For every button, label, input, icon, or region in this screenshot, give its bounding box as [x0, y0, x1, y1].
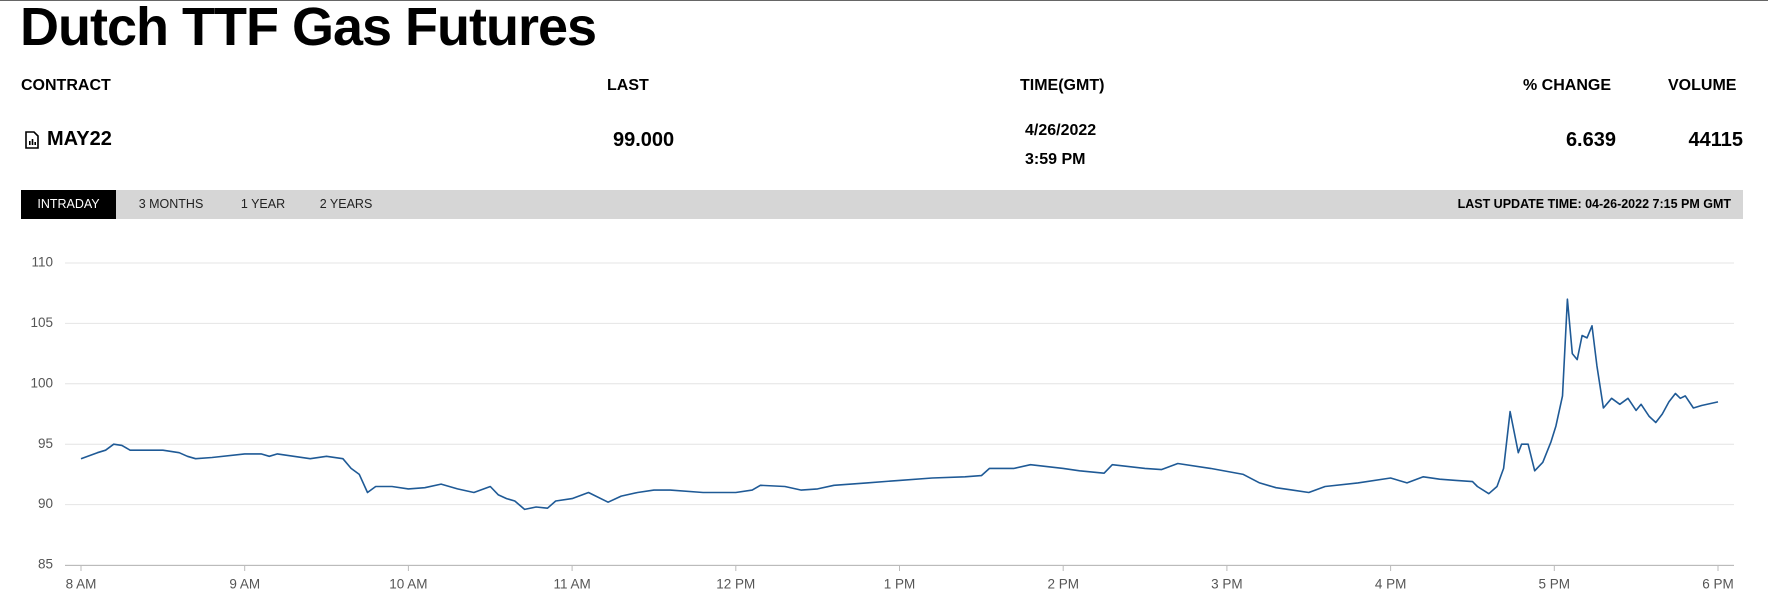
tab[interactable]: 3 MONTHS	[138, 197, 204, 211]
trade-time: 3:59 PM	[1025, 151, 1086, 168]
top-border	[0, 0, 1768, 1]
x-tick-label: 11 AM	[553, 577, 590, 592]
column-header: CONTRACT	[21, 77, 111, 94]
x-tick-label: 12 PM	[716, 577, 755, 592]
tab[interactable]: INTRADAY	[21, 190, 116, 219]
y-tick-label: 95	[38, 436, 53, 451]
volume: 44115	[1688, 129, 1743, 151]
chart: 85 90 95 100 105 110 8 AM 9 AM 10 AM 11 AM 12 PM 1 …	[30, 255, 1734, 592]
x-tick-label: 10 AM	[389, 577, 427, 592]
y-tick-label: 110	[31, 255, 53, 270]
price-line	[80, 298, 1719, 511]
column-header: % CHANGE	[1523, 77, 1612, 94]
y-tick-label: 100	[30, 375, 53, 390]
contract-icon[interactable]	[24, 131, 39, 149]
x-tick-label: 8 AM	[66, 577, 97, 592]
x-tick-label: 4 PM	[1375, 577, 1407, 592]
x-tick-label: 5 PM	[1539, 577, 1571, 592]
last-price: 99.000	[613, 129, 675, 151]
trade-date: 4/26/2022	[1025, 122, 1097, 139]
tab[interactable]: 2 YEARS	[319, 197, 373, 211]
contract-name[interactable]: MAY22	[47, 128, 112, 150]
x-tick-label: 3 PM	[1211, 577, 1243, 592]
y-tick-label: 85	[38, 557, 53, 572]
x-tick-label: 2 PM	[1047, 577, 1079, 592]
page-title: Dutch TTF Gas Futures	[20, 0, 597, 57]
x-tick-label: 9 AM	[229, 577, 260, 592]
y-tick-label: 90	[38, 496, 53, 511]
last-update: LAST UPDATE TIME: 04-26-2022 7:15 PM GMT	[1457, 197, 1731, 211]
column-header: LAST	[607, 77, 649, 94]
column-header: VOLUME	[1668, 77, 1737, 94]
column-header: TIME(GMT)	[1020, 77, 1105, 94]
tab-bar: INTRADAY 3 MONTHS 1 YEAR 2 YEARS LAST UP…	[21, 190, 1743, 219]
percent-change: 6.639	[1565, 129, 1616, 151]
y-tick-label: 105	[30, 315, 53, 330]
tab[interactable]: 1 YEAR	[240, 197, 286, 211]
x-tick-label: 1 PM	[884, 577, 916, 592]
x-tick-label: 6 PM	[1702, 577, 1734, 592]
